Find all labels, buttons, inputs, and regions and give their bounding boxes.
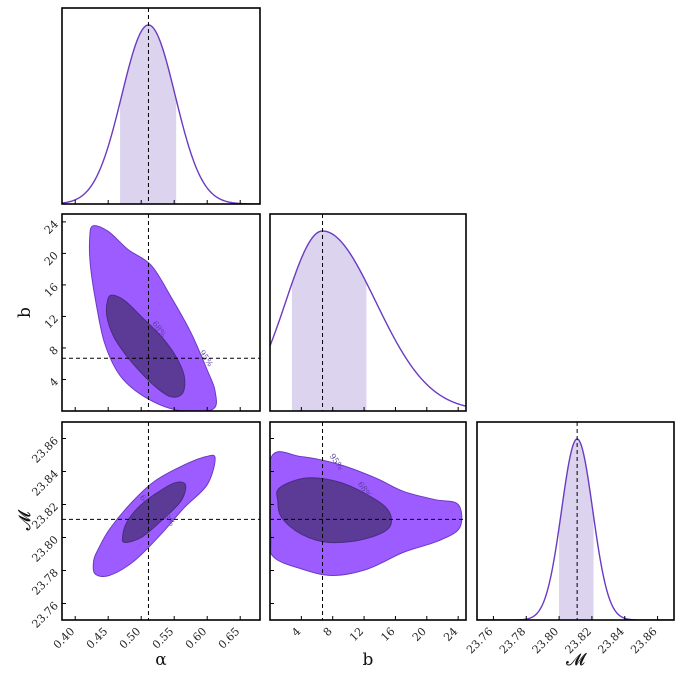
panel-frame-2: [269, 213, 467, 412]
panel-chirp_mass_vs_b: 95%68%: [270, 422, 466, 620]
panel-frame-3: [61, 421, 261, 621]
xtick-label-alpha-5: 0.65: [216, 625, 243, 652]
xtick-label-alpha-3: 0.55: [150, 625, 177, 652]
xtick-label-b-3: 16: [378, 625, 397, 644]
panel-frame-5: [476, 421, 675, 621]
panel-chirp_mass_vs_alpha: 68%68%: [62, 422, 260, 620]
ytick-label-chirp_mass-0: 23.76: [29, 599, 60, 630]
ytick-label-chirp_mass-5: 23.86: [29, 434, 60, 465]
xtick-label-b-0: 4: [289, 625, 303, 639]
credible-interval-band-chirp_mass: [559, 439, 594, 620]
ytick-label-b-1: 8: [47, 344, 61, 358]
panel-alpha-marginal: [62, 8, 260, 204]
ytick-label-b-2: 12: [42, 312, 61, 331]
credible-interval-band-b: [291, 231, 367, 411]
xtick-label-b-5: 24: [441, 625, 460, 644]
xtick-label-alpha-1: 0.45: [84, 625, 111, 652]
xtick-label-b-2: 12: [347, 625, 366, 644]
panel-b-marginal: [270, 214, 466, 411]
xtick-label-chirp_mass-0: 23.76: [464, 625, 495, 656]
ytick-label-b-5: 24: [42, 218, 61, 237]
xtick-label-chirp_mass-2: 23.80: [530, 625, 561, 656]
density-curve-b: [270, 230, 466, 407]
ytick-label-chirp_mass-2: 23.80: [29, 533, 60, 564]
xlabel-chirp_mass: 𝓜: [566, 650, 587, 670]
xtick-label-alpha-2: 0.50: [117, 625, 144, 652]
xtick-label-chirp_mass-5: 23.86: [628, 625, 659, 656]
xtick-label-alpha-0: 0.40: [51, 625, 78, 652]
ytick-label-b-3: 16: [42, 281, 61, 300]
panel-frame-0: [61, 7, 261, 205]
xtick-label-alpha-4: 0.60: [183, 625, 210, 652]
panel-frame-4: [269, 421, 467, 621]
panel-frame-1: [61, 213, 261, 412]
ylabel-b: b: [15, 307, 35, 318]
density-curve-alpha: [62, 24, 260, 204]
ytick-label-b-0: 4: [47, 375, 61, 389]
ylabel-chirp_mass: 𝓜: [15, 510, 35, 531]
xlabel-b: b: [363, 650, 374, 670]
contour-68-chirp_mass_vs_alpha: [121, 481, 187, 543]
ytick-label-b-4: 20: [42, 249, 61, 268]
xtick-label-chirp_mass-4: 23.84: [595, 625, 626, 656]
xlabel-alpha: α: [155, 650, 167, 670]
xtick-label-b-4: 20: [410, 625, 429, 644]
contour-68-chirp_mass_vs_b: [276, 477, 392, 544]
contour-68-b_vs_alpha: [105, 294, 186, 398]
panel-b_vs_alpha: 68%95%: [62, 214, 260, 411]
panel-chirp_mass-marginal: [477, 422, 674, 620]
ytick-label-chirp_mass-1: 23.78: [29, 566, 60, 597]
contour-95-b_vs_alpha: [88, 225, 217, 411]
ytick-label-chirp_mass-4: 23.84: [29, 467, 60, 498]
xtick-label-b-1: 8: [321, 625, 335, 639]
xtick-label-chirp_mass-1: 23.78: [497, 625, 528, 656]
